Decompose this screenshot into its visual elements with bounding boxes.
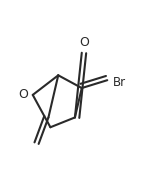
- Text: Br: Br: [113, 76, 126, 89]
- Text: O: O: [18, 88, 28, 101]
- Text: O: O: [79, 36, 89, 50]
